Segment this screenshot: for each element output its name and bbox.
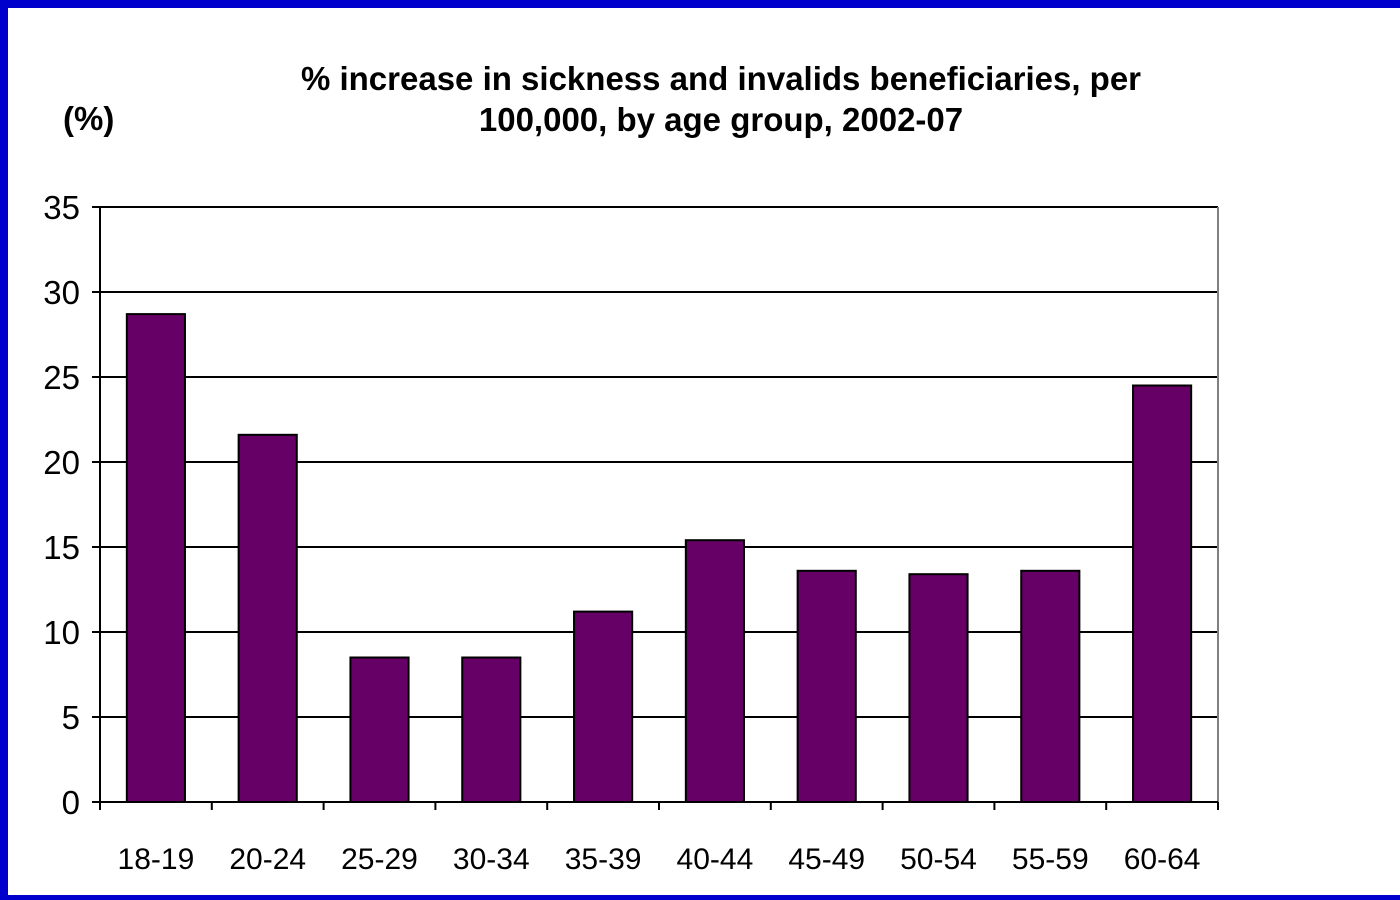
x-tick-label-50-54: 50-54 — [900, 843, 977, 876]
bar-55-59 — [1020, 569, 1081, 803]
bar-20-24 — [237, 433, 298, 803]
y-axis-label: (%) — [63, 100, 114, 137]
x-tick-label-18-19: 18-19 — [118, 843, 195, 876]
chart-title-line1: % increase in sickness and invalids bene… — [301, 60, 1141, 97]
chart-title-line2: 100,000, by age group, 2002-07 — [479, 101, 963, 138]
bar-25-29 — [349, 656, 410, 803]
bar-45-49 — [796, 569, 857, 803]
y-tick-labels: 0 5 10 15 20 25 30 35 — [43, 189, 80, 821]
y-tick-label-0: 0 — [62, 784, 80, 821]
x-tick-label-30-34: 30-34 — [453, 843, 530, 876]
x-tick-label-25-29: 25-29 — [341, 843, 418, 876]
y-tick-label-15: 15 — [43, 529, 80, 566]
x-tick-label-35-39: 35-39 — [565, 843, 642, 876]
y-tick-label-20: 20 — [43, 444, 80, 481]
x-tick-label-45-49: 45-49 — [788, 843, 865, 876]
bar-40-44 — [684, 539, 745, 803]
bar-30-34 — [461, 656, 522, 803]
x-tick-label-40-44: 40-44 — [677, 843, 754, 876]
bar-50-54 — [908, 573, 969, 804]
axes — [92, 206, 1219, 810]
bar-18-19 — [125, 313, 186, 803]
y-tick-label-30: 30 — [43, 274, 80, 311]
bar-chart: (%) % increase in sickness and invalids … — [43, 60, 1219, 876]
bars — [125, 313, 1193, 804]
bar-35-39 — [573, 610, 634, 803]
y-tick-label-10: 10 — [43, 614, 80, 651]
x-tick-label-55-59: 55-59 — [1012, 843, 1089, 876]
x-tick-label-20-24: 20-24 — [229, 843, 306, 876]
x-tick-labels: 18-19 20-24 25-29 30-34 35-39 40-44 45-49 50-54… — [118, 843, 1201, 876]
y-tick-label-25: 25 — [43, 359, 80, 396]
y-tick-label-5: 5 — [62, 699, 80, 736]
bar-60-64 — [1132, 384, 1193, 803]
y-tick-label-35: 35 — [43, 189, 80, 226]
chart-panel: (%) % increase in sickness and invalids … — [8, 8, 1400, 895]
x-tick-label-60-64: 60-64 — [1124, 843, 1201, 876]
